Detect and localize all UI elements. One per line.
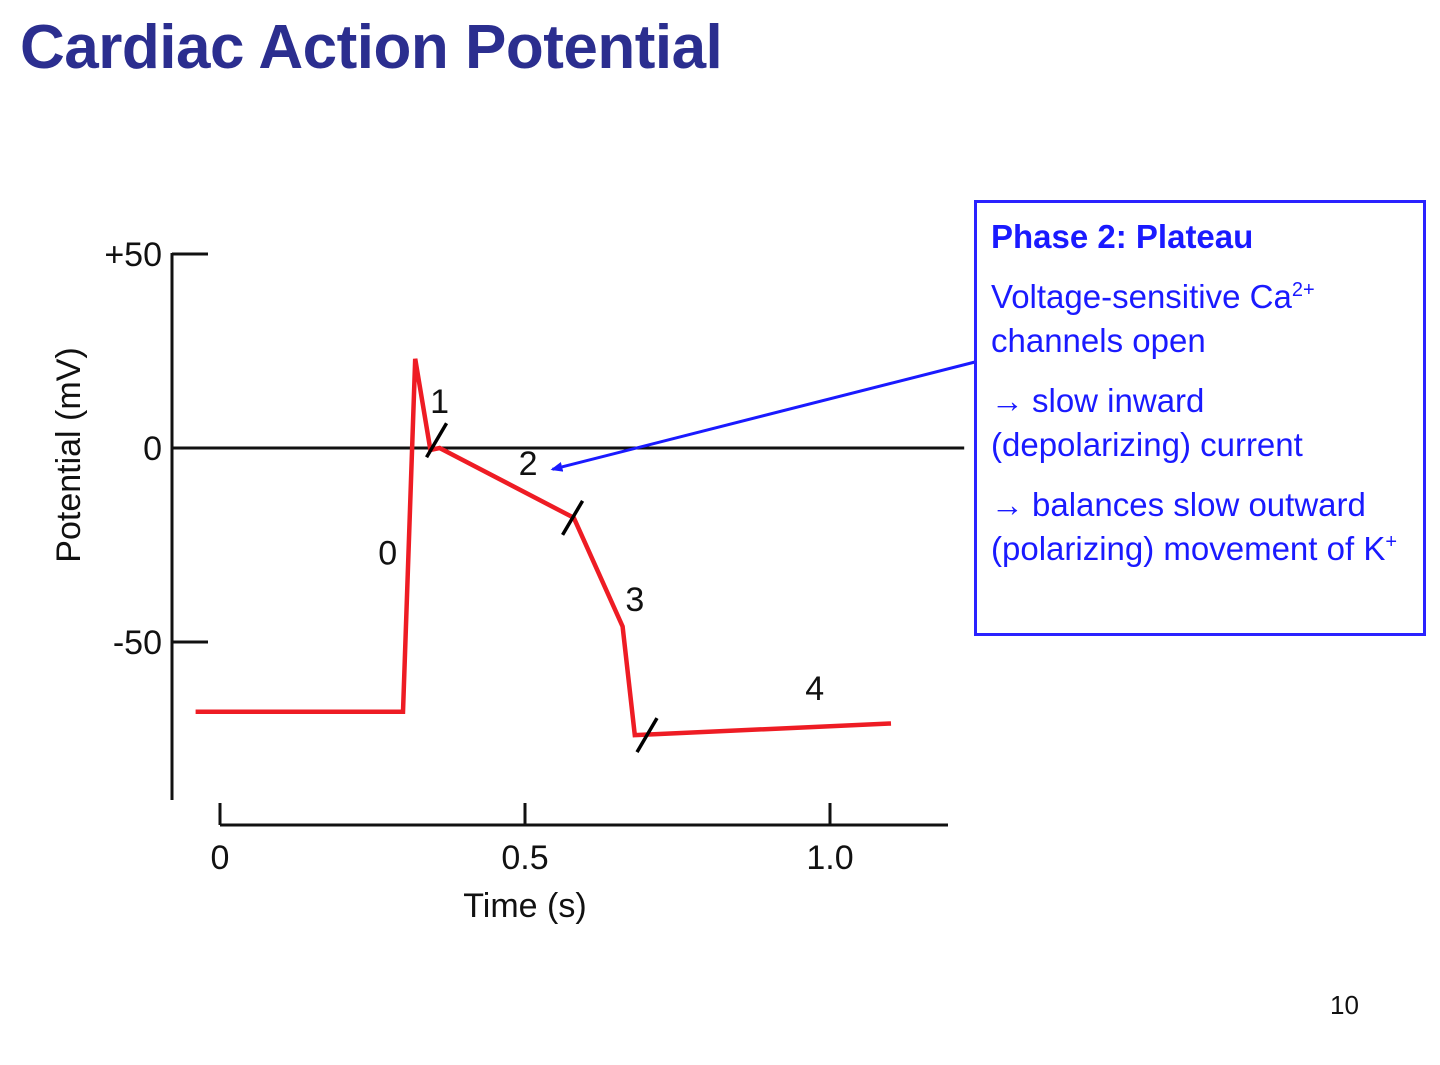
callout-pointer-arrow: [550, 360, 976, 472]
callout-para-2: slow inward (depolarizing) current: [991, 382, 1303, 463]
phase-2-callout-box: Phase 2: Plateau Voltage-sensitive Ca2+ …: [974, 200, 1426, 636]
phase-label: 4: [805, 670, 824, 708]
potassium-charge-superscript: +: [1385, 531, 1398, 553]
action-potential-trace: [195, 358, 892, 738]
calcium-charge-superscript: 2+: [1291, 279, 1315, 301]
callout-title: Phase 2: Plateau: [991, 218, 1254, 255]
callout-para-3: balances slow outward (polarizing) movem…: [991, 486, 1386, 567]
phase-boundary-marker: [635, 717, 659, 754]
y-tick-label: 0: [143, 430, 162, 468]
phase-label: 0: [378, 534, 397, 572]
page-number: 10: [1330, 990, 1359, 1020]
x-tick-label: 0: [211, 839, 230, 877]
phase-boundary-marker: [561, 499, 585, 536]
callout-inward-current-text: → slow inward (depolarizing) current: [991, 379, 1409, 467]
right-arrow-icon: →: [991, 486, 1024, 523]
callout-calcium-channels-text: Voltage-sensitive Ca2+ channels open: [991, 275, 1409, 363]
y-axis-label: Potential (mV): [50, 347, 88, 562]
phase-label: 1: [430, 383, 449, 421]
right-arrow-icon: →: [991, 382, 1024, 419]
phase-label: 2: [519, 445, 538, 483]
x-axis-label: Time (s): [463, 887, 586, 925]
callout-line-1: Voltage-sensitive Ca: [991, 278, 1292, 315]
x-tick-label: 1.0: [806, 839, 853, 877]
phase-label: 3: [625, 581, 644, 619]
x-tick-label: 0.5: [501, 839, 548, 877]
y-tick-label: -50: [113, 624, 162, 662]
y-tick-label: +50: [104, 236, 162, 274]
phase-boundary-marker: [425, 422, 449, 459]
callout-line-2: channels open: [991, 322, 1206, 359]
slide-title: Cardiac Action Potential: [20, 13, 723, 82]
callout-outward-balance-text: → balances slow outward (polarizing) move…: [991, 483, 1409, 571]
